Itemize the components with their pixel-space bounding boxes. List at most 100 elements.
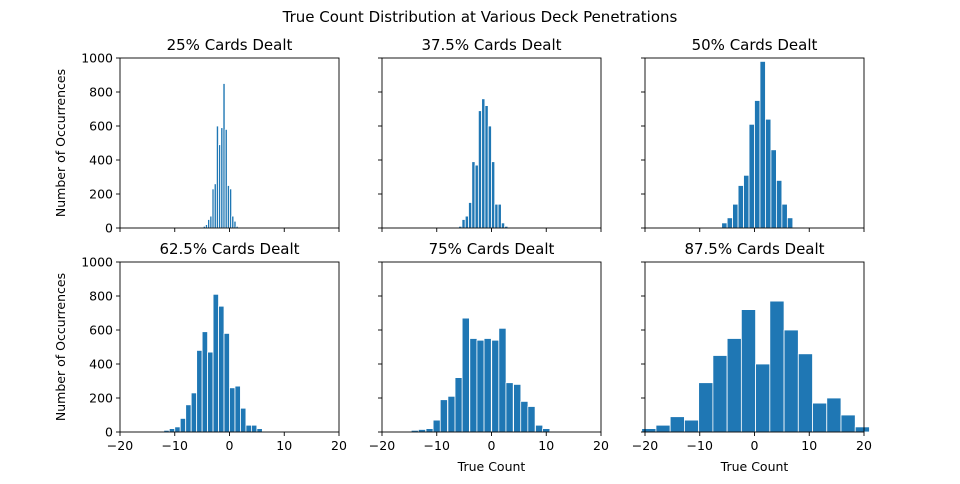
x-axis-label: True Count [720,459,789,474]
histogram-bar [786,217,794,229]
subplot-1: 0 200 400 600 800 1000 25% Cards Dealt Number o… [53,36,340,236]
histogram-bar [698,382,714,433]
histogram-bar [234,385,241,433]
histogram-bar [812,402,828,433]
histogram-bar [179,417,187,433]
histogram-bar [854,426,870,433]
histogram-bar [481,98,486,229]
y-tick-label: 400 [89,153,113,168]
histogram-bar [732,203,739,229]
histogram-bar [754,100,761,229]
histogram-bar [712,355,728,433]
histogram-bar [498,327,507,433]
y-tick-label: 1000 [81,255,113,270]
histogram-bar [781,203,788,229]
x-tick-label: −20 [632,438,658,453]
histogram-bar [477,110,483,229]
histogram-bar [245,424,252,433]
histogram-bar [726,338,742,433]
histogram-bar [743,174,750,229]
subplot-5: −20 −10 0 10 20 75% Cards Dealt True Count [369,240,609,474]
histogram-bar [471,161,476,229]
histogram-bar [464,215,469,229]
histogram-bar [190,392,198,433]
histogram-bar [483,338,492,433]
x-tick-label: 0 [488,438,496,453]
histogram-bar [250,424,258,433]
y-tick-label: 0 [105,221,113,236]
subplot-title: 25% Cards Dealt [167,36,293,54]
histogram-bar [641,428,657,433]
subplot-title: 37.5% Cards Dealt [421,36,561,54]
histogram-bar [491,161,496,229]
histogram-bar [207,351,214,433]
x-tick-label: −20 [107,438,133,453]
subplot-3: 50% Cards Dealt [641,36,865,232]
histogram-bar [196,349,203,433]
histogram-bar [168,428,176,433]
histogram-bar [535,424,544,433]
histogram-bar [468,202,473,229]
histogram-bar [476,339,485,433]
histogram-bar [240,407,247,433]
histogram-bar [487,125,492,229]
y-axis-label: Number of Occurrences [53,273,68,421]
histogram-bar [454,377,463,433]
y-tick-label: 200 [89,391,113,406]
histogram-bar [826,397,842,433]
histogram-bar [721,222,728,229]
x-tick-label: 20 [331,438,347,453]
histogram-bar [439,399,448,433]
subplot-2: 37.5% Cards Dealt [378,36,602,232]
histogram-bar [484,105,489,229]
x-tick-label: 0 [226,438,234,453]
histogram-bar [527,406,536,433]
subplot-title: 87.5% Cards Dealt [684,240,824,258]
y-tick-label: 600 [89,119,113,134]
histogram-bar [223,332,230,433]
y-tick-label: 800 [89,289,113,304]
histogram-bar [726,217,734,229]
y-axis-label: Number of Occurrences [53,69,68,217]
histogram-bar [542,428,551,433]
histogram-bar [229,387,236,433]
histogram-bar [797,353,813,433]
histogram-bar [425,428,434,433]
histogram-bar [201,331,209,433]
y-tick-label: 1000 [81,51,113,66]
histogram-bar [505,382,514,433]
histogram-bar [776,179,783,229]
x-tick-label: 20 [593,438,609,453]
histogram-bar [765,118,772,229]
histogram-bar [737,185,744,229]
histogram-bar [669,416,685,433]
x-tick-label: −10 [687,438,713,453]
histogram-bar [174,426,181,433]
y-tick-label: 0 [105,425,113,440]
histogram-bar [494,203,499,229]
histogram-bar [520,400,529,433]
histogram-bar [783,329,799,433]
histogram-bar [755,363,771,433]
histogram-bar [748,123,755,229]
histogram-bar [491,339,500,433]
histogram-bar [759,61,766,229]
subplot-title: 62.5% Cards Dealt [159,240,299,258]
histogram-bar [655,424,671,433]
x-tick-label: 10 [276,438,292,453]
histogram-bar [212,293,219,433]
x-tick-label: 20 [856,438,872,453]
x-tick-label: −10 [162,438,188,453]
histogram-bar [497,203,502,229]
histogram-bar [474,164,479,229]
histogram-bar [513,383,522,433]
x-tick-label: −10 [424,438,450,453]
x-tick-label: 10 [801,438,817,453]
x-tick-label: 10 [538,438,554,453]
y-tick-label: 800 [89,85,113,100]
y-tick-label: 600 [89,323,113,338]
histogram-bar [684,419,700,433]
histogram-bar [218,305,225,433]
